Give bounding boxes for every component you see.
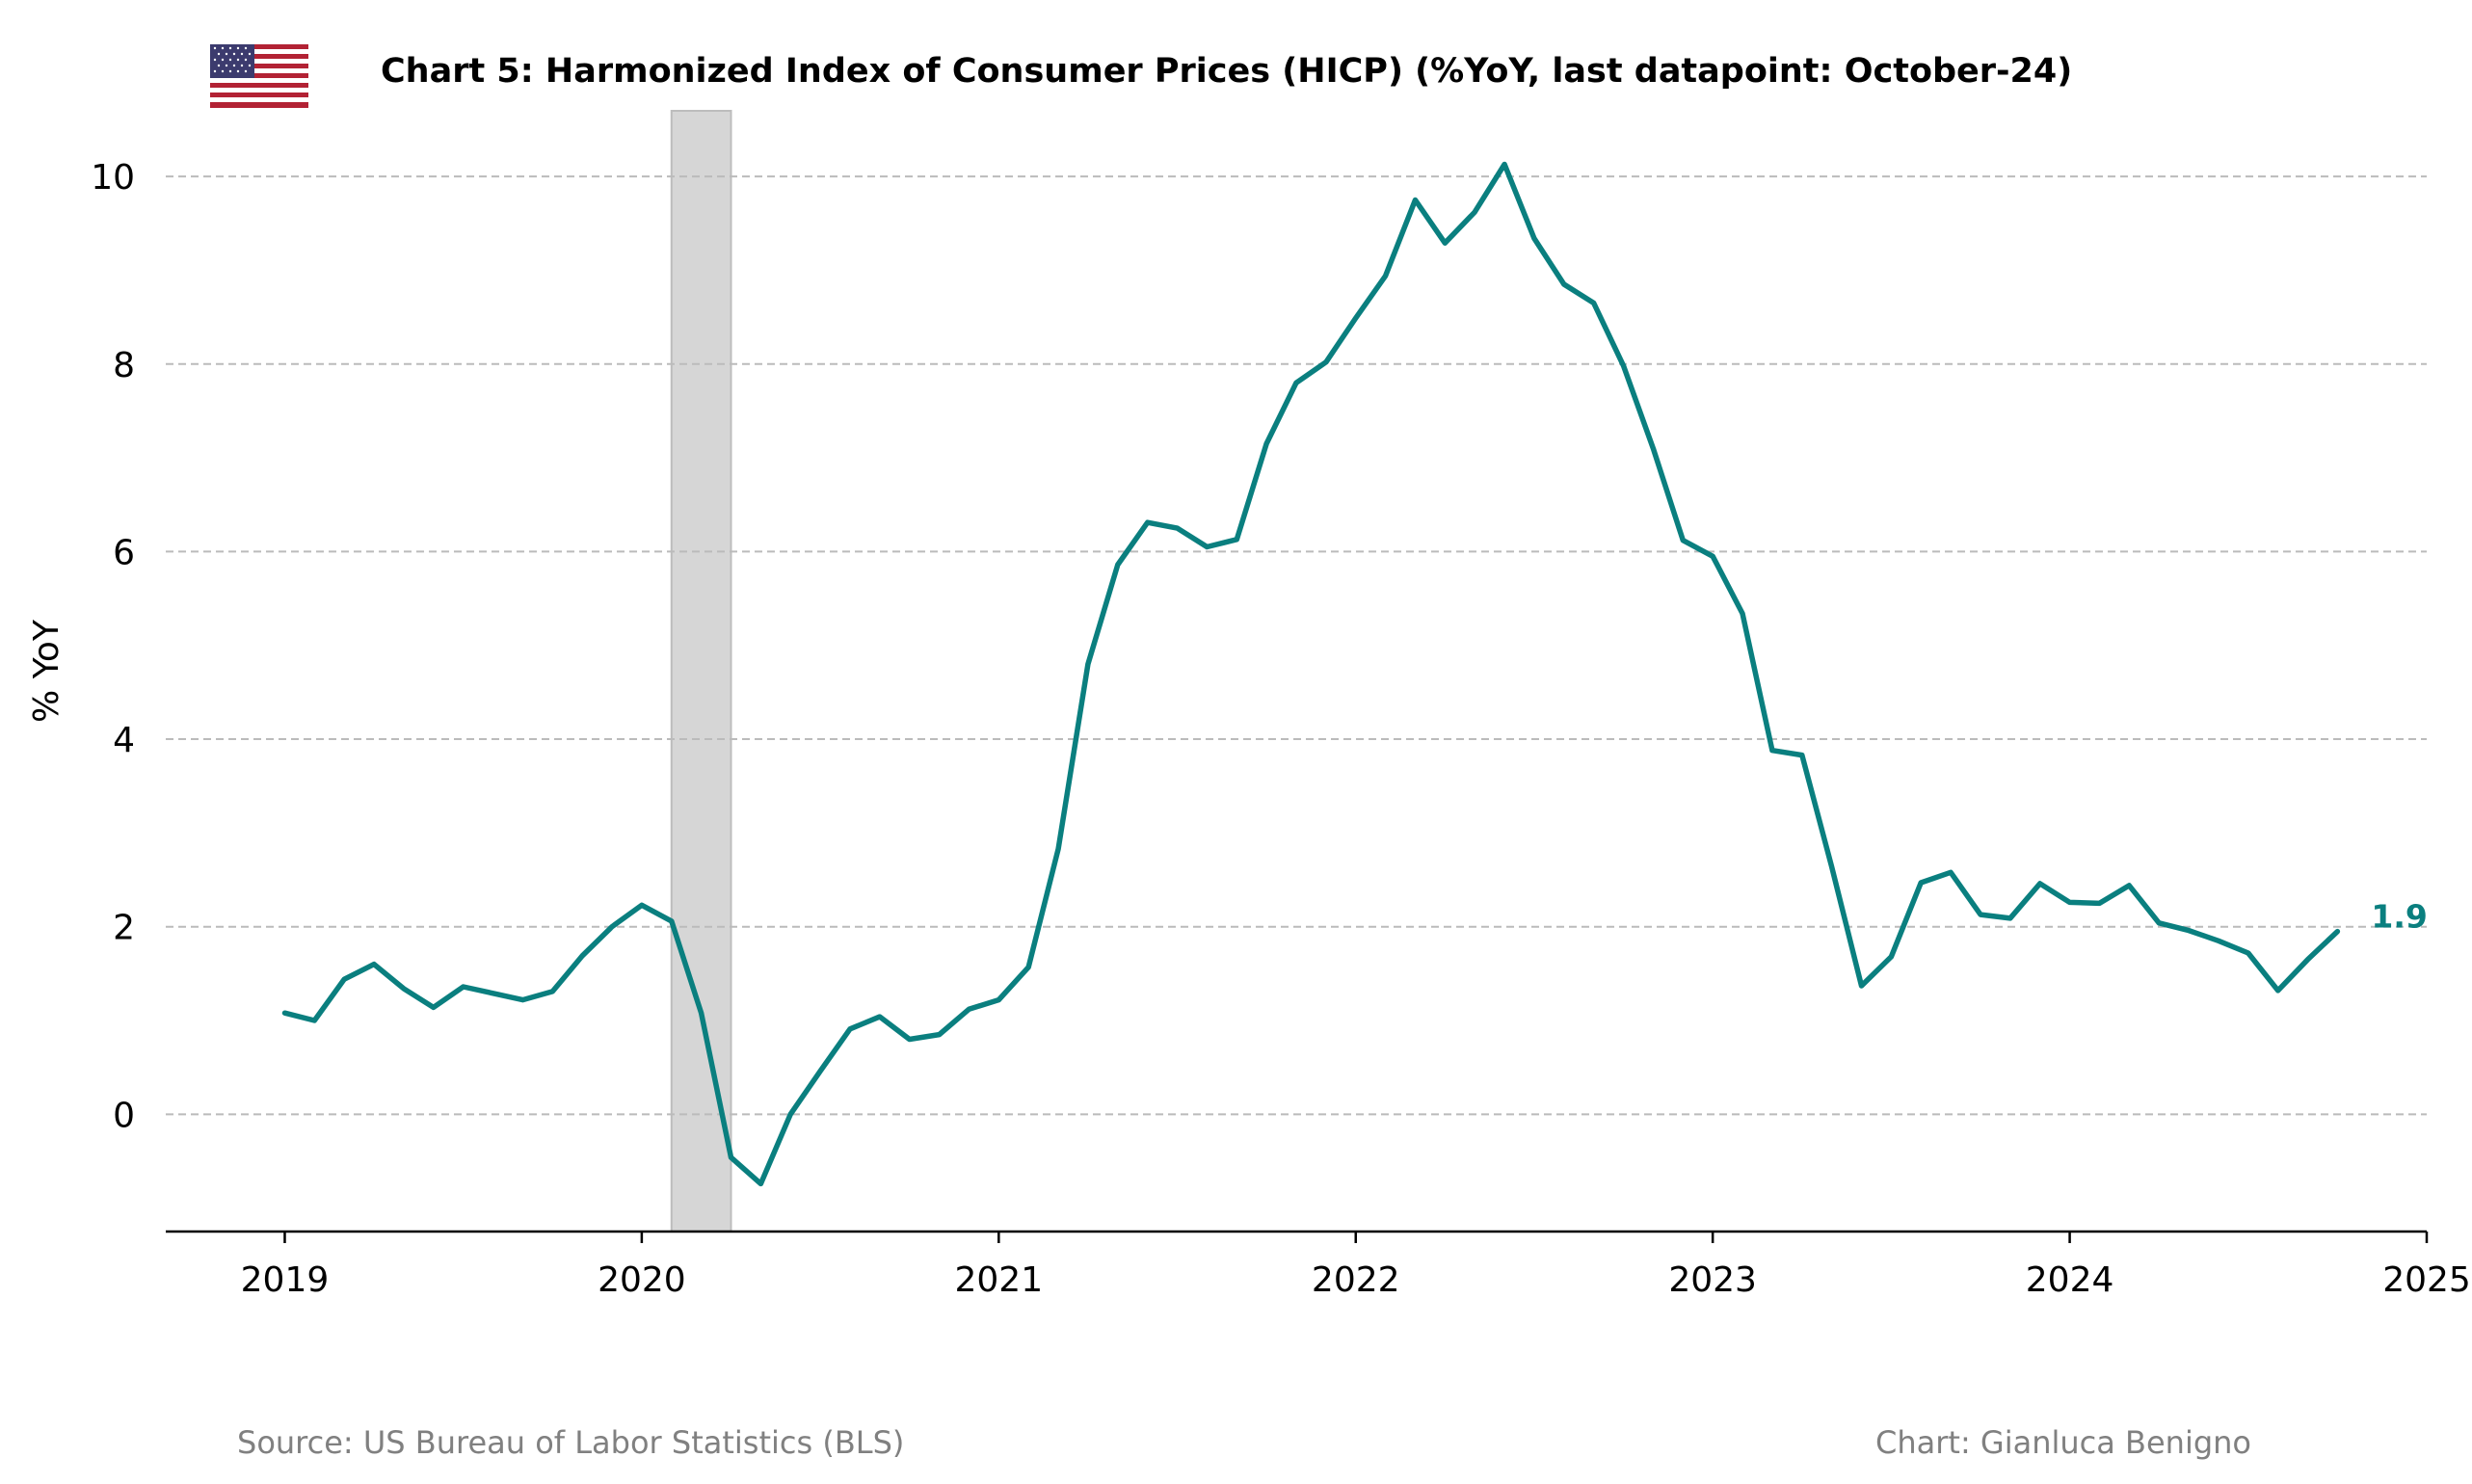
- x-tick-label: 2020: [598, 1260, 686, 1300]
- x-tick-label: 2021: [955, 1260, 1044, 1300]
- shaded-region: [670, 110, 732, 1232]
- x-tick-label: 2023: [1668, 1260, 1757, 1300]
- x-tick-label: 2022: [1312, 1260, 1400, 1300]
- y-tick-label: 8: [113, 346, 135, 385]
- hicp-series-line: [281, 161, 2341, 1187]
- x-tick-label: 2025: [2382, 1260, 2471, 1300]
- y-tick-label: 2: [113, 909, 135, 948]
- us-flag-icon: [210, 44, 308, 108]
- x-tick-label: 2024: [2026, 1260, 2114, 1300]
- y-axis-label: % YoY: [27, 619, 66, 723]
- x-tick-label: 2019: [241, 1260, 330, 1300]
- y-tick-label: 6: [113, 533, 135, 572]
- chart-credit: Chart: Gianluca Benigno: [1875, 1424, 2251, 1461]
- source-note: Source: US Bureau of Labor Statistics (B…: [237, 1424, 905, 1461]
- chart-title: Chart 5: Harmonized Index of Consumer Pr…: [381, 52, 2073, 91]
- y-tick-label: 0: [113, 1096, 135, 1135]
- last-value-label: 1.9: [2371, 898, 2427, 936]
- y-tick-label: 4: [113, 721, 135, 760]
- y-tick-label: 10: [91, 158, 135, 198]
